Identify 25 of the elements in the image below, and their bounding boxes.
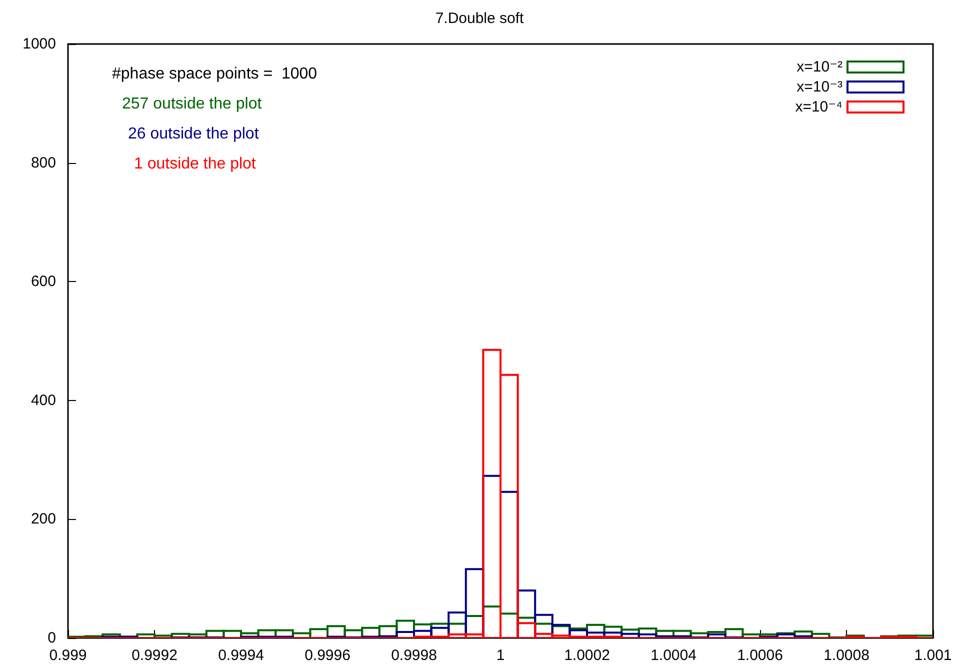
annotation: #phase space points = 1000 bbox=[112, 66, 318, 82]
annotation: 26 outside the plot bbox=[128, 126, 260, 142]
annotation: 257 outside the plot bbox=[122, 96, 262, 112]
x-tick-label: 0.9992 bbox=[132, 647, 178, 664]
x-tick-label: 0.9996 bbox=[304, 647, 350, 664]
legend-label: x=10⁻³ bbox=[796, 78, 842, 96]
x-tick-label: 0.9994 bbox=[218, 647, 264, 664]
y-tick-label: 200 bbox=[30, 510, 56, 528]
legend-label: x=10⁻² bbox=[796, 58, 842, 76]
x-tick-label: 1.0006 bbox=[737, 647, 783, 664]
x-tick-label: 0.9998 bbox=[391, 647, 437, 664]
annotation: 1 outside the plot bbox=[134, 156, 256, 172]
x-tick-label: 0.999 bbox=[49, 647, 87, 664]
y-tick-label: 600 bbox=[30, 273, 56, 290]
y-tick-label: 0 bbox=[48, 630, 56, 646]
legend-label: x=10⁻⁴ bbox=[795, 98, 842, 116]
y-tick-label: 800 bbox=[30, 154, 56, 172]
x-tick-label: 1 bbox=[496, 647, 505, 664]
x-tick-label: 1.001 bbox=[914, 647, 952, 664]
x-tick-label: 1.0004 bbox=[650, 647, 696, 664]
x-tick-label: 1.0002 bbox=[564, 647, 610, 664]
chart-title: 7.Double soft bbox=[435, 10, 525, 27]
y-tick-label: 400 bbox=[30, 392, 56, 409]
y-tick-label: 1000 bbox=[22, 36, 56, 52]
x-tick-label: 1.0008 bbox=[824, 647, 870, 664]
